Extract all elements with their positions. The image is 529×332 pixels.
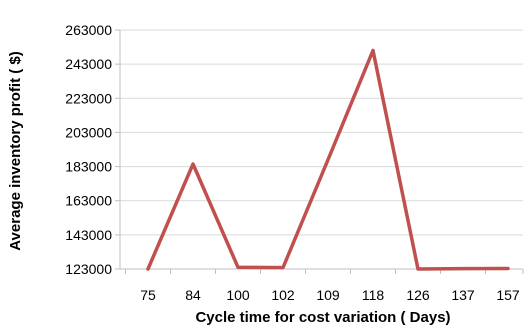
x-tick-labels: 75 84 100 102 109 118 126 137 157 xyxy=(140,287,520,303)
y-tick-label: 163000 xyxy=(65,193,112,209)
y-tick-labels: 123000 143000 163000 183000 203000 223000 2430… xyxy=(65,22,112,277)
x-tick-label: 137 xyxy=(451,287,475,303)
y-tick-label: 183000 xyxy=(65,159,112,175)
y-tick-label: 143000 xyxy=(65,227,112,243)
y-tick-label: 223000 xyxy=(65,90,112,106)
x-tick-label: 157 xyxy=(496,287,520,303)
y-tick-label: 123000 xyxy=(65,261,112,277)
x-tick-label: 102 xyxy=(271,287,295,303)
series-group xyxy=(146,48,510,271)
x-tick-label: 126 xyxy=(406,287,430,303)
y-tick-label: 203000 xyxy=(65,124,112,140)
y-tick-label: 263000 xyxy=(65,22,112,38)
y-axis-label: Average inventory profit ( $) xyxy=(7,51,24,250)
x-tick-label: 75 xyxy=(140,287,156,303)
x-axis-label: Cycle time for cost variation ( Days) xyxy=(195,309,450,326)
axes xyxy=(115,29,524,274)
gridlines xyxy=(120,29,523,236)
x-tick-label: 100 xyxy=(226,287,250,303)
x-tick-label: 109 xyxy=(316,287,340,303)
y-tick-label: 243000 xyxy=(65,56,112,72)
x-tick-label: 118 xyxy=(362,287,385,303)
x-tick-label: 84 xyxy=(185,287,201,303)
